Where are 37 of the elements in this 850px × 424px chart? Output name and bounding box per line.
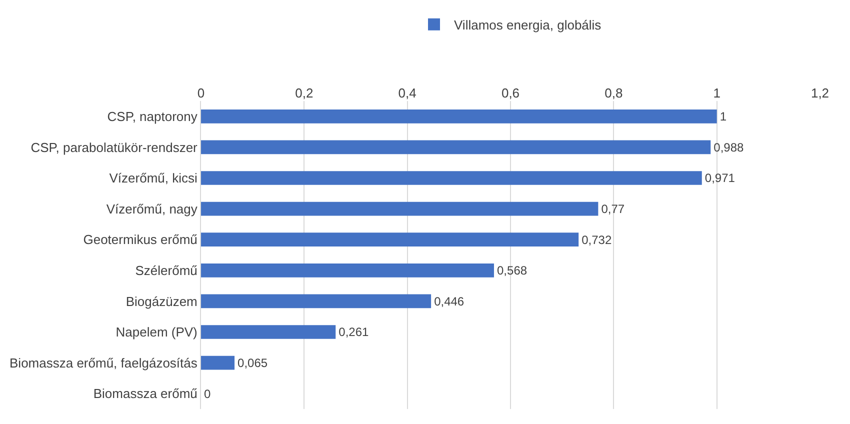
y-tick-label: Szélerőmű — [135, 262, 198, 278]
y-tick-label: Biogázüzem — [126, 294, 198, 309]
data-label: 0,568 — [497, 264, 528, 278]
y-tick-label: Vízerőmű, kicsi — [109, 170, 198, 186]
bar — [201, 325, 336, 339]
x-tick-label: 0,8 — [604, 85, 623, 100]
bar — [201, 109, 717, 124]
y-tick-label: Napelem (PV) — [116, 324, 198, 340]
bar — [201, 263, 494, 278]
y-tick-label: Geotermikus erőmű — [83, 232, 198, 248]
bar — [201, 232, 579, 247]
legend-label: Villamos energia, globális — [454, 17, 602, 32]
data-label: 1 — [720, 110, 727, 124]
y-tick-label: CSP, naptorony — [107, 108, 198, 124]
bar — [201, 202, 598, 216]
bar — [201, 356, 235, 370]
bar — [201, 171, 702, 185]
bar — [201, 140, 711, 154]
data-label: 0,971 — [704, 171, 736, 186]
y-tick-label: CSP, parabolatükör-rendszer — [30, 140, 198, 155]
x-tick-label: 0 — [197, 85, 205, 100]
data-label: 0,77 — [601, 202, 625, 216]
x-tick-label: 0,6 — [501, 85, 520, 100]
data-label: 0,988 — [714, 140, 744, 154]
x-tick-label: 0,2 — [295, 85, 314, 100]
x-tick-label: 1 — [713, 85, 720, 100]
y-tick-label: Biomassza erőmű — [93, 386, 198, 402]
x-tick-label: 0,4 — [398, 85, 416, 100]
data-label: 0,732 — [582, 232, 612, 247]
data-label: 0,261 — [338, 325, 370, 340]
bar — [201, 294, 432, 308]
x-tick-label: 1,2 — [810, 85, 830, 100]
y-tick-label: Biomassza erőmű, faelgázosítás — [10, 355, 198, 370]
y-tick-label: Vízerőmű, nagy — [106, 201, 198, 216]
data-label: 0,065 — [238, 356, 268, 370]
data-label: 0,446 — [434, 294, 464, 308]
data-label: 0 — [204, 386, 211, 401]
